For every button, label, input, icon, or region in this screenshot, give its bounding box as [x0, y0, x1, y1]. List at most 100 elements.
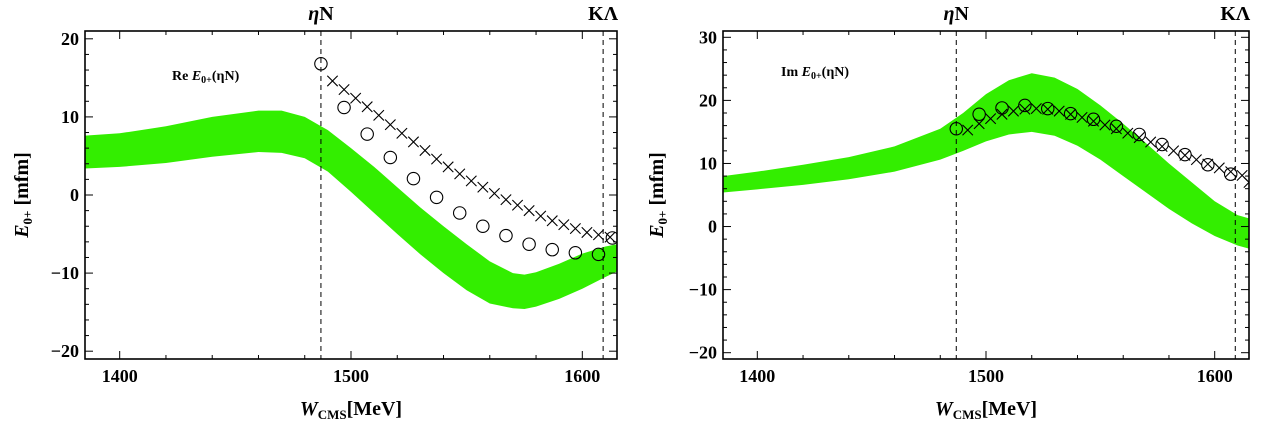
- data-point-circle: [1155, 137, 1169, 152]
- data-point-cross: [1133, 132, 1145, 144]
- y-tick-label: −10: [689, 280, 717, 300]
- data-point-cross: [1145, 136, 1157, 148]
- data-point-cross: [1179, 149, 1191, 161]
- data-point-cross: [361, 101, 373, 113]
- panel-label: Im E0+(ηN): [781, 65, 849, 82]
- data-point-cross: [581, 226, 593, 239]
- plot-frame: [84, 30, 618, 360]
- data-point-cross: [430, 153, 443, 165]
- data-point-cross: [1225, 166, 1237, 178]
- data-point-cross: [1156, 140, 1168, 153]
- data-point-circle: [383, 150, 398, 165]
- data-point-circle: [949, 122, 964, 136]
- x-axis-title: WCMS[MeV]: [300, 398, 402, 422]
- data-point-cross: [1007, 105, 1020, 117]
- data-point-cross: [1030, 102, 1042, 115]
- y-tick-label: −20: [51, 341, 79, 361]
- data-point-circle: [1063, 106, 1078, 121]
- data-point-cross: [1167, 145, 1180, 157]
- data-point-cross: [326, 75, 339, 87]
- data-point-cross: [1065, 108, 1077, 120]
- data-point-circle: [314, 57, 328, 71]
- data-point-cross: [488, 187, 500, 200]
- data-point-circle: [476, 219, 490, 233]
- series-circle: [314, 57, 617, 262]
- data-point-cross: [511, 199, 524, 211]
- data-point-circle: [1109, 119, 1124, 133]
- data-point-cross: [1087, 115, 1100, 127]
- y-tick-label: 30: [699, 27, 717, 47]
- data-point-circle: [499, 228, 513, 243]
- panel-label: Re E0+(ηN): [172, 69, 240, 86]
- y-tick-label: 20: [699, 90, 717, 110]
- data-point-cross: [1099, 119, 1111, 131]
- x-tick-label: 1500: [333, 366, 369, 386]
- data-point-cross: [592, 229, 605, 241]
- data-point-circle: [1086, 112, 1101, 127]
- threshold-label-1: KΛ: [1220, 3, 1251, 25]
- data-point-cross: [1213, 162, 1225, 174]
- data-point-cross: [477, 181, 489, 193]
- data-point-cross: [546, 215, 558, 227]
- series-cross: [326, 75, 616, 243]
- data-point-cross: [373, 109, 385, 121]
- data-point-circle: [1018, 98, 1032, 113]
- data-point-circle: [337, 100, 351, 115]
- x-axis-title: WCMS[MeV]: [935, 398, 1037, 422]
- y-tick-label: 0: [708, 217, 717, 237]
- data-point-circle: [545, 242, 559, 257]
- data-point-cross: [1019, 103, 1031, 115]
- data-point-cross: [442, 161, 454, 173]
- data-point-circle: [972, 107, 986, 122]
- y-axis-title: E0+ [mfm]: [11, 152, 35, 239]
- data-point-cross: [1122, 127, 1134, 139]
- data-point-cross: [350, 92, 362, 104]
- data-point-cross: [1110, 123, 1122, 135]
- chart-re-e0plus: ηN KΛ 1400 1500 1600 −20 −10 0 10 20 WCMS[MeV] E0+ …: [11, 3, 619, 422]
- data-point-cross: [1190, 154, 1202, 166]
- data-point-cross: [1042, 103, 1054, 115]
- threshold-label-1: KΛ: [588, 3, 619, 25]
- y-axis-title: E0+ [mfm]: [646, 152, 670, 239]
- data-point-circle: [429, 190, 444, 205]
- data-point-circle: [591, 247, 606, 262]
- threshold-label-0: ηN: [308, 3, 334, 25]
- data-point-cross: [604, 231, 616, 243]
- data-point-cross: [996, 108, 1008, 120]
- data-point-cross: [1076, 111, 1088, 124]
- data-point-circle: [568, 246, 583, 260]
- data-point-cross: [396, 127, 408, 139]
- data-point-circle: [406, 171, 421, 186]
- data-point-circle: [1223, 167, 1238, 181]
- data-point-cross: [1243, 176, 1249, 188]
- x-tick-label: 1600: [1197, 366, 1233, 386]
- data-point-cross: [535, 210, 547, 222]
- data-point-circle: [522, 237, 536, 251]
- y-tick-label: 0: [70, 185, 79, 205]
- series-cross: [962, 102, 1249, 188]
- data-point-circle: [605, 231, 617, 245]
- x-tick-label: 1600: [564, 366, 600, 386]
- y-tick-label: 10: [699, 153, 717, 173]
- data-point-cross: [454, 168, 466, 180]
- data-point-cross: [1053, 105, 1065, 117]
- data-point-circle: [1040, 101, 1055, 116]
- data-point-cross: [973, 118, 985, 130]
- data-point-cross: [338, 83, 350, 96]
- x-tick-label: 1500: [968, 366, 1004, 386]
- y-tick-label: 10: [61, 107, 79, 127]
- data-point-cross: [419, 144, 431, 157]
- data-point-cross: [500, 194, 512, 206]
- x-tick-label: 1400: [739, 366, 775, 386]
- data-point-cross: [558, 219, 570, 231]
- x-tick-label: 1400: [102, 366, 138, 386]
- y-tick-label: −10: [51, 263, 79, 283]
- data-point-cross: [1202, 158, 1214, 170]
- data-point-cross: [407, 136, 420, 148]
- data-point-circle: [452, 206, 467, 220]
- y-tick-label: 20: [61, 29, 79, 49]
- uncertainty-band: [85, 110, 617, 310]
- data-point-cross: [523, 205, 535, 217]
- data-point-circle: [360, 127, 374, 141]
- data-point-cross: [962, 124, 974, 136]
